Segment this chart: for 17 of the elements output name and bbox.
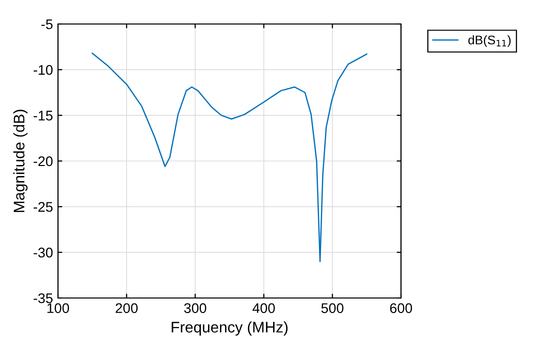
x-tick-label: 500 — [321, 303, 344, 314]
y-tick-label: -20 — [34, 156, 53, 166]
line-series — [92, 52, 368, 262]
x-tick-label: 100 — [47, 303, 70, 314]
x-tick-label: 400 — [252, 303, 275, 314]
legend-label: dB(S$_{11}$) — [468, 35, 511, 47]
y-tick-label: -30 — [34, 248, 53, 258]
y-tick-label: -5 — [41, 19, 53, 30]
y-tick-label: -15 — [34, 110, 53, 121]
y-axis-title: Magnitude (dB) — [13, 110, 28, 212]
y-tick-label: -10 — [34, 65, 53, 75]
x-axis-title: Frequency (MHz) — [172, 321, 288, 336]
y-tick-label: -35 — [34, 293, 53, 304]
x-tick-label: 600 — [390, 303, 412, 314]
x-tick-label: 200 — [116, 303, 138, 314]
x-tick-label: 300 — [184, 303, 206, 314]
y-tick-label: -25 — [34, 202, 53, 212]
